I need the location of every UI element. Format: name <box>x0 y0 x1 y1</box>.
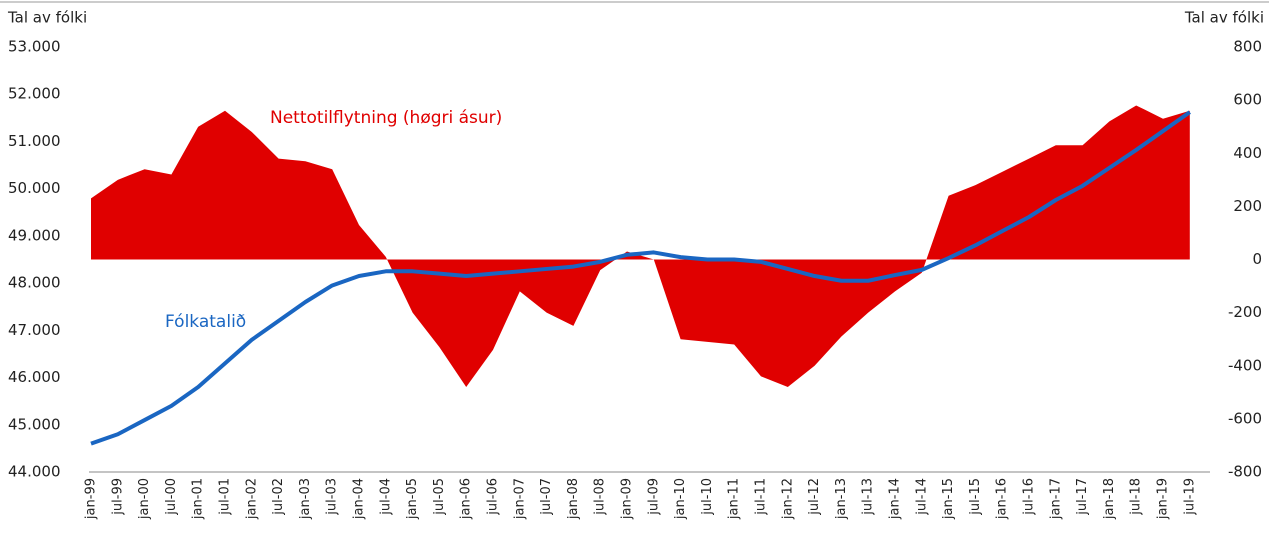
x-tick-label: jul-08 <box>593 478 608 516</box>
y-tick-label: 47.000 <box>8 321 61 339</box>
x-tick-label: jan-99 <box>84 478 99 520</box>
y-tick-label: 49.000 <box>8 226 61 244</box>
x-tick-label: jan-19 <box>1156 478 1171 520</box>
y-tick-label: 45.000 <box>8 415 61 433</box>
annotation: Fólkatalið <box>165 312 246 332</box>
y-tick-label: 48.000 <box>8 274 61 292</box>
x-tick-label: jan-10 <box>673 478 688 520</box>
y-tick-label: 51.000 <box>8 132 61 150</box>
y-tick-label: 53.000 <box>8 38 61 56</box>
x-tick-label: jan-06 <box>459 478 474 520</box>
x-tick-label: jan-12 <box>780 478 795 520</box>
x-tick-label: jul-11 <box>754 478 769 516</box>
y-tick-label: 50.000 <box>8 179 61 197</box>
x-tick-label: jan-18 <box>1102 478 1117 520</box>
x-tick-label: jul-07 <box>539 478 554 516</box>
x-tick-label: jul-02 <box>271 478 286 516</box>
x-tick-label: jul-00 <box>164 478 179 516</box>
y2-tick-label: 800 <box>1233 38 1262 56</box>
x-tick-label: jan-16 <box>995 478 1010 520</box>
y2-tick-label: 600 <box>1233 91 1262 109</box>
x-tick-label: jan-17 <box>1048 478 1063 520</box>
x-tick-label: jul-10 <box>700 478 715 516</box>
x-tick-label: jul-99 <box>110 478 125 516</box>
y2-tick-label: 0 <box>1252 250 1262 268</box>
y2-tick-label: -800 <box>1228 463 1262 481</box>
x-tick-label: jul-17 <box>1075 478 1090 516</box>
x-tick-label: jan-09 <box>620 478 635 520</box>
x-tick-label: jul-04 <box>378 478 393 516</box>
x-tick-label: jan-07 <box>512 478 527 520</box>
y2-tick-label: -400 <box>1228 356 1262 374</box>
y2-axis-label: Tal av fólki <box>1184 9 1264 27</box>
x-tick-label: jul-06 <box>486 478 501 516</box>
y2-tick-label: 200 <box>1233 197 1262 215</box>
x-tick-label: jul-18 <box>1129 478 1144 516</box>
x-tick-label: jan-03 <box>298 478 313 520</box>
y-axis-label: Tal av fólki <box>7 9 87 27</box>
x-tick-label: jul-16 <box>1022 478 1037 516</box>
x-tick-label: jan-14 <box>888 478 903 520</box>
y-tick-label: 46.000 <box>8 368 61 386</box>
x-tick-label: jul-12 <box>807 478 822 516</box>
x-tick-label: jan-11 <box>727 478 742 520</box>
y2-tick-label: -600 <box>1228 409 1262 427</box>
x-tick-label: jan-01 <box>191 478 206 520</box>
x-tick-label: jul-14 <box>914 478 929 516</box>
x-tick-label: jul-13 <box>861 478 876 516</box>
x-tick-label: jan-05 <box>405 478 420 520</box>
x-tick-label: jul-15 <box>968 478 983 516</box>
x-tick-label: jan-04 <box>352 478 367 520</box>
y2-tick-label: 400 <box>1233 144 1262 162</box>
x-tick-label: jul-19 <box>1182 478 1197 516</box>
x-tick-label: jul-03 <box>325 478 340 516</box>
y-tick-label: 52.000 <box>8 85 61 103</box>
x-tick-label: jan-13 <box>834 478 849 520</box>
x-tick-label: jul-01 <box>218 478 233 516</box>
area <box>91 105 1190 387</box>
x-tick-label: jan-02 <box>244 478 259 520</box>
x-tick-label: jan-08 <box>566 478 581 520</box>
x-tick-label: jul-09 <box>646 478 661 516</box>
x-tick-label: jan-00 <box>137 478 152 520</box>
y2-tick-label: -200 <box>1228 303 1262 321</box>
y-tick-label: 44.000 <box>8 463 61 481</box>
x-tick-label: jan-15 <box>941 478 956 520</box>
line <box>90 110 1191 446</box>
x-tick-label: jul-05 <box>432 478 447 516</box>
annotation: Nettotilflytning (høgri ásur) <box>270 108 502 128</box>
